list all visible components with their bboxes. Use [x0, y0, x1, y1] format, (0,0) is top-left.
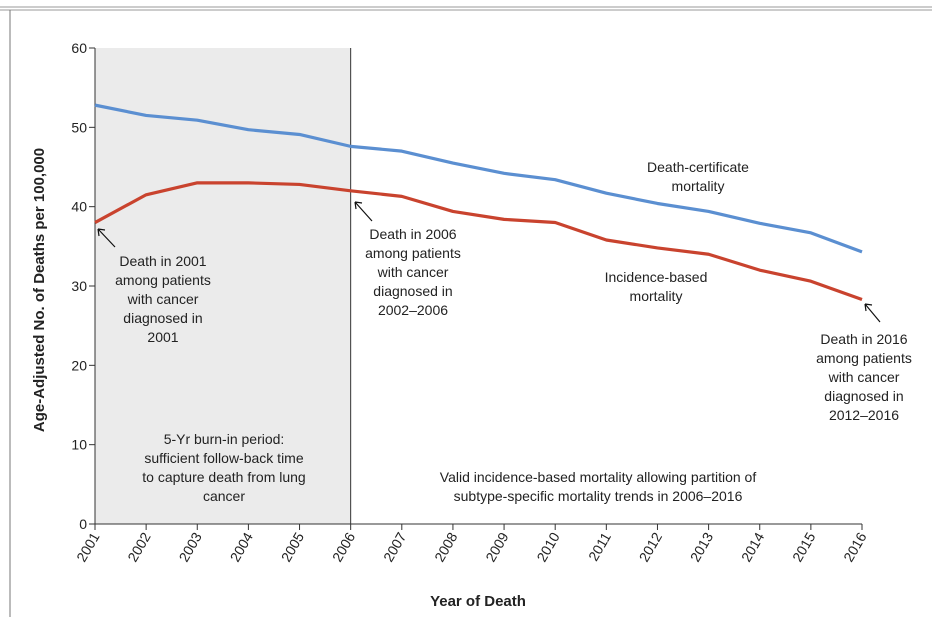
- annotation: Death in 2006 among patients with cancer…: [365, 226, 461, 318]
- y-tick-label: 60: [71, 40, 87, 56]
- y-tick-label: 10: [71, 437, 87, 453]
- series-label: Incidence-based mortality: [604, 269, 708, 304]
- y-tick-label: 50: [71, 119, 87, 135]
- x-tick-label: 2008: [431, 529, 461, 564]
- x-tick-label: 2009: [482, 529, 512, 564]
- burn-in-region: [95, 48, 351, 524]
- arrow: [864, 303, 881, 323]
- y-tick-label: 40: [71, 199, 87, 215]
- x-tick-label: 2012: [636, 529, 666, 564]
- annotation: Death in 2001 among patients with cancer…: [115, 253, 211, 345]
- x-tick-label: 2002: [124, 529, 154, 564]
- x-tick-label: 2007: [380, 529, 410, 564]
- y-axis-label: Age-Adjusted No. of Deaths per 100,000: [31, 148, 48, 432]
- y-tick-label: 30: [71, 278, 87, 294]
- x-tick-label: 2015: [789, 529, 819, 564]
- x-tick-label: 2006: [329, 529, 359, 564]
- annotation: 5-Yr burn-in period: sufficient follow-b…: [142, 431, 306, 504]
- series-line: [94, 181, 863, 301]
- x-axis-label: Year of Death: [430, 593, 526, 610]
- series-label: Death-certificate mortality: [647, 159, 749, 194]
- x-tick-label: 2011: [585, 529, 614, 563]
- x-tick-label: 2016: [840, 529, 870, 564]
- x-tick-label: 2005: [278, 529, 308, 564]
- x-tick-label: 2003: [175, 529, 205, 564]
- y-tick-label: 20: [71, 357, 87, 373]
- series-line: [94, 103, 863, 254]
- arrow: [354, 201, 373, 222]
- annotation: Death in 2016 among patients with cancer…: [816, 331, 912, 423]
- x-tick-label: 2001: [73, 529, 103, 564]
- x-tick-label: 2004: [227, 529, 257, 564]
- x-tick-label: 2010: [533, 529, 563, 564]
- arrows: [97, 201, 881, 323]
- x-tick-label: 2014: [738, 529, 768, 564]
- y-tick-label: 0: [79, 516, 87, 532]
- arrow: [97, 228, 116, 248]
- annotation: Valid incidence-based mortality allowing…: [439, 469, 757, 504]
- x-tick-label: 2013: [687, 529, 717, 564]
